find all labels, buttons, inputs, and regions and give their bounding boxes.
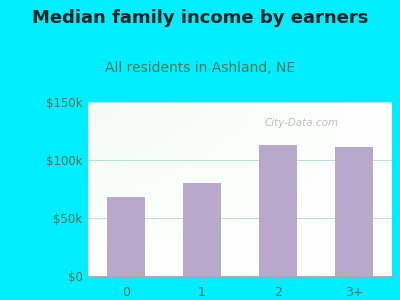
- Text: City-Data.com: City-Data.com: [264, 118, 338, 128]
- Text: Median family income by earners: Median family income by earners: [32, 9, 368, 27]
- Text: All residents in Ashland, NE: All residents in Ashland, NE: [105, 61, 295, 76]
- Bar: [183, 183, 221, 276]
- Bar: [335, 147, 373, 276]
- Bar: [107, 197, 145, 276]
- Bar: [259, 145, 297, 276]
